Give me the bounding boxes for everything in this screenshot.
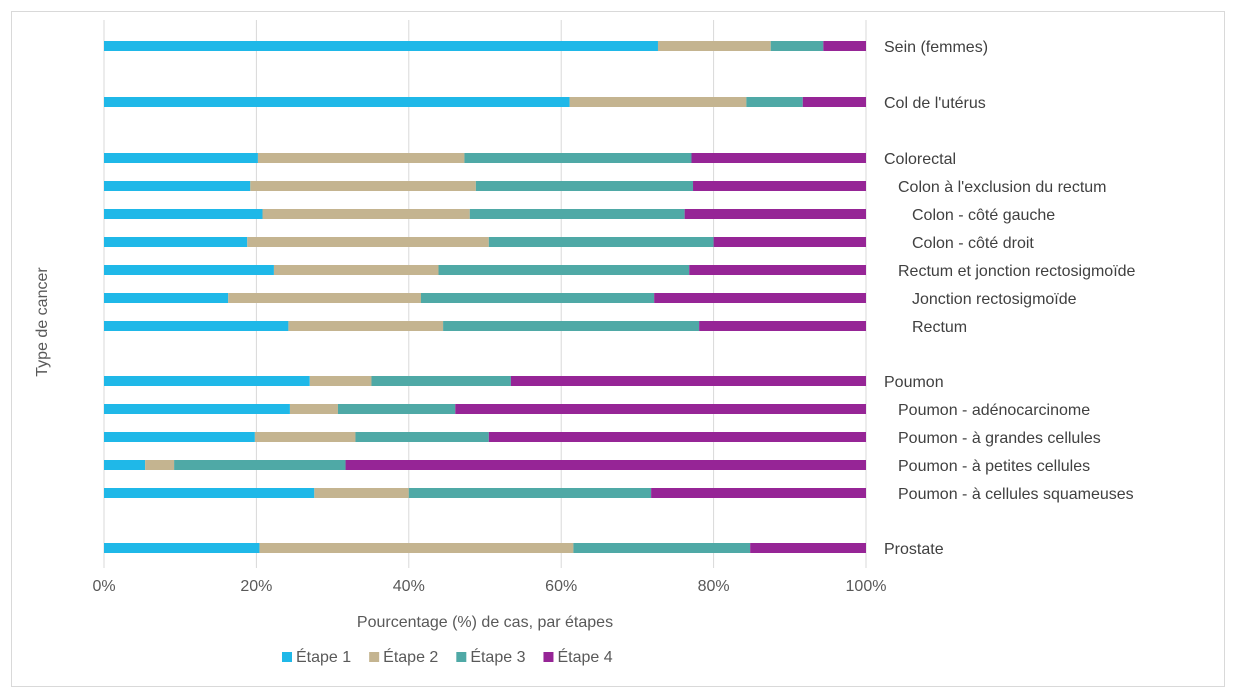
bar-segment-4 [651, 488, 866, 498]
category-label: Colon - côté droit [912, 235, 1034, 252]
category-label: Poumon [884, 374, 944, 391]
bar-segment-2 [309, 376, 372, 386]
bar-segment-1 [104, 543, 260, 553]
bar-segment-1 [104, 460, 146, 470]
bar-segment-4 [684, 209, 866, 219]
bar-segment-4 [689, 265, 866, 275]
bar-segment-2 [288, 321, 444, 331]
bars [104, 41, 867, 553]
bar-segment-1 [104, 237, 248, 247]
x-tick-label: 0% [92, 578, 115, 595]
bar-segment-3 [770, 41, 824, 51]
legend-label: Étape 2 [383, 647, 438, 666]
bar-segment-3 [420, 293, 655, 303]
bar-segment-1 [104, 404, 290, 414]
bar-segment-1 [104, 153, 258, 163]
bar-segment-3 [355, 432, 489, 442]
bar-segment-3 [371, 376, 511, 386]
category-label: Prostate [884, 541, 944, 558]
category-label: Poumon - à petites cellules [898, 458, 1090, 475]
legend-swatch [369, 652, 380, 662]
bar-segment-1 [104, 97, 570, 107]
bar-segment-2 [289, 404, 338, 414]
legend: Étape 1 Étape 2 Étape 3 Étape 4 [282, 647, 613, 666]
x-tick-label: 100% [846, 578, 887, 595]
category-label: Poumon - à grandes cellules [898, 430, 1101, 447]
category-label: Rectum et jonction rectosigmoïde [898, 263, 1136, 280]
bar-segment-3 [408, 488, 652, 498]
bar-segment-4 [823, 41, 866, 51]
bar-segment-2 [262, 209, 470, 219]
category-label: Jonction rectosigmoïde [912, 291, 1077, 308]
x-tick-label: 20% [240, 578, 272, 595]
bar-segment-2 [569, 97, 747, 107]
legend-swatch [543, 652, 554, 662]
bar-segment-4 [693, 181, 866, 191]
category-label: Rectum [912, 319, 967, 336]
legend-swatch [456, 652, 467, 662]
bar-segment-2 [314, 488, 409, 498]
bar-segment-1 [104, 41, 658, 51]
bar-segment-2 [657, 41, 771, 51]
bar-segment-3 [443, 321, 700, 331]
bar-segment-4 [802, 97, 866, 107]
bar-segment-3 [174, 460, 346, 470]
bar-segment-2 [247, 237, 489, 247]
chart-frame [11, 11, 1225, 687]
bar-segment-2 [228, 293, 421, 303]
category-label: Colon - côté gauche [912, 207, 1055, 224]
bar-segment-2 [254, 432, 356, 442]
bar-segment-3 [469, 209, 685, 219]
bar-segment-1 [104, 181, 251, 191]
bar-segment-4 [713, 237, 866, 247]
bar-segment-4 [345, 460, 867, 470]
legend-swatch [282, 652, 292, 662]
category-label: Colon à l'exclusion du rectum [898, 179, 1107, 196]
category-label: Col de l'utérus [884, 95, 986, 112]
bar-segment-2 [250, 181, 476, 191]
bar-segment-4 [510, 376, 866, 386]
legend-label: Étape 1 [296, 647, 351, 666]
category-label: Colorectal [884, 151, 956, 168]
bar-segment-4 [750, 543, 866, 553]
bar-segment-4 [488, 432, 866, 442]
bar-segment-3 [464, 153, 692, 163]
bar-segment-3 [488, 237, 714, 247]
bar-segment-4 [455, 404, 866, 414]
category-label: Sein (femmes) [884, 39, 988, 56]
x-tick-labels: 0% 20% 40% 60% 80% 100% [92, 578, 886, 595]
bar-segment-3 [746, 97, 803, 107]
x-tick-label: 40% [393, 578, 425, 595]
bar-segment-1 [104, 293, 229, 303]
bar-segment-2 [259, 543, 574, 553]
bar-segment-4 [699, 321, 866, 331]
x-tick-label: 80% [698, 578, 730, 595]
bar-segment-2 [257, 153, 465, 163]
bar-segment-3 [475, 181, 694, 191]
bar-segment-3 [438, 265, 690, 275]
bar-segment-1 [104, 432, 255, 442]
x-tick-label: 60% [545, 578, 577, 595]
bar-segment-2 [273, 265, 439, 275]
bar-segment-3 [573, 543, 751, 553]
bar-segment-1 [104, 488, 315, 498]
bar-segment-1 [104, 321, 289, 331]
bar-segment-2 [145, 460, 175, 470]
category-label: Poumon - adénocarcinome [898, 402, 1090, 419]
legend-label: Étape 3 [470, 647, 525, 666]
bar-segment-3 [337, 404, 456, 414]
y-axis-title: Type de cancer [34, 267, 51, 377]
bar-segment-1 [104, 376, 310, 386]
x-axis-title: Pourcentage (%) de cas, par étapes [357, 614, 613, 631]
bar-segment-1 [104, 209, 263, 219]
category-label: Poumon - à cellules squameuses [898, 486, 1134, 503]
legend-label: Étape 4 [557, 647, 612, 666]
bar-segment-4 [654, 293, 866, 303]
category-labels: Sein (femmes) Col de l'utérus Colorectal Co… [884, 39, 1136, 558]
bar-segment-1 [104, 265, 274, 275]
bar-segment-4 [691, 153, 866, 163]
